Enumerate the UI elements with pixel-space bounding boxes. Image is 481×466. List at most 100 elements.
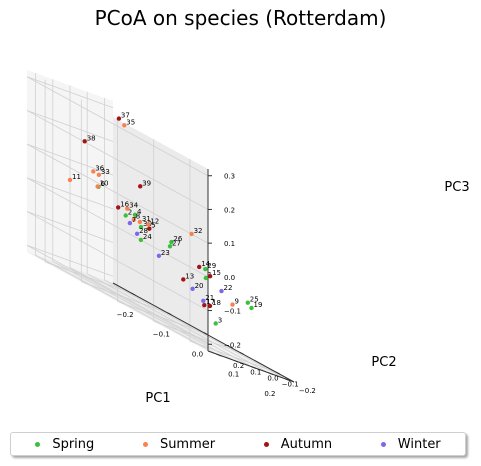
point-label: 6 [101,180,106,188]
data-point [230,302,235,307]
point-label: 31 [142,215,151,223]
x-axis-label: PC1 [145,391,170,406]
legend-item: Summer [142,436,216,452]
chart-title: PCoA on species (Rotterdam) [94,6,387,30]
legend-item: Winter [380,436,441,452]
y-tick [250,366,257,369]
point-label: 36 [95,164,104,172]
legend-swatch [380,441,386,447]
data-point [91,169,96,174]
z-tick-label: 0.1 [224,240,235,248]
z-tick-label: −0.2 [224,341,241,349]
data-point [207,303,213,309]
data-point [190,286,195,291]
data-point [116,205,121,210]
point-label: 11 [72,173,81,181]
data-point [156,253,162,258]
point-label: 13 [185,272,194,280]
point-label: 8 [136,213,140,221]
y-tick-label: 0.2 [233,362,244,370]
y-tick [233,359,239,363]
point-label: 21 [205,294,214,302]
point-label: 12 [150,217,159,225]
x-tick [130,292,136,296]
data-point [138,224,144,230]
data-point [189,231,194,237]
point-label: 17 [206,298,215,306]
grid-line [104,279,286,380]
point-label: 39 [142,179,151,187]
data-point [132,212,138,217]
data-point [213,321,218,326]
legend-swatch [35,441,41,447]
point-label: 22 [224,284,233,292]
x-tick-label: 0.1 [228,370,239,378]
point-label: 35 [126,118,135,126]
grid-line [26,110,209,210]
point-label: 33 [101,168,110,176]
point-label: 37 [121,112,130,120]
point-label: 38 [87,134,96,142]
grid-lines [26,73,286,380]
point-label: 2 [128,209,132,217]
point-label: 3 [218,316,222,324]
data-point [134,231,140,236]
legend-item: Autumn [263,436,333,452]
x-tick-label: −0.2 [117,311,134,319]
legend-label: Spring [52,436,95,452]
legend-item: Spring [35,437,94,452]
y-tick [216,353,222,357]
point-label: 32 [194,227,203,235]
legend: Spring Summer Autumn Winter [10,432,466,456]
grid-line [26,211,114,243]
grid-line [87,273,269,374]
data-point [203,275,208,281]
legend-swatch [142,441,148,447]
legend-label: Autumn [280,436,333,452]
z-tick-label: 0.0 [224,274,235,282]
grid-line [52,260,234,361]
grid-line [69,267,252,367]
data-point [207,274,213,279]
point-label: 15 [212,269,221,277]
data-point [131,217,136,222]
y-tick-label: 0.0 [267,375,278,383]
y-tick [268,372,274,376]
y-tick-label: −0.2 [299,387,316,395]
legend-label: Winter [397,436,441,452]
point-label: 4 [137,208,142,216]
grid-line [26,110,114,142]
point-label: 26 [173,235,182,243]
x-tick [167,312,172,316]
legend-label: Summer [159,436,216,452]
grid-line [26,76,114,109]
data-point [245,300,250,305]
data-point [181,277,186,282]
data-point [201,298,206,303]
data-point [169,239,174,245]
point-label: 19 [254,301,263,309]
tick-labels: −0.2−0.10.00.10.2 −0.2−0.10.00.10.2−0.2−0… [117,173,316,398]
point-label: 10 [100,180,109,188]
data-point [127,220,133,226]
data-point [249,305,254,311]
grid-line [26,211,209,311]
data-point [137,219,143,225]
x-tick-label: 0.0 [192,351,203,359]
data-point [116,116,122,121]
y-tick-label: −0.1 [282,381,299,389]
grid-line [26,143,209,244]
y-tick [285,378,291,382]
point-label: 14 [201,260,210,268]
data-point [138,184,143,189]
data-point [203,266,208,272]
point-label: 34 [129,202,138,210]
point-label: 23 [161,249,170,257]
z-axis-label: PC3 [444,180,469,195]
grid-line [26,76,209,177]
point-label: 16 [120,200,129,208]
data-point [122,123,127,128]
x-tick [203,332,208,335]
point-label: 27 [172,239,181,247]
